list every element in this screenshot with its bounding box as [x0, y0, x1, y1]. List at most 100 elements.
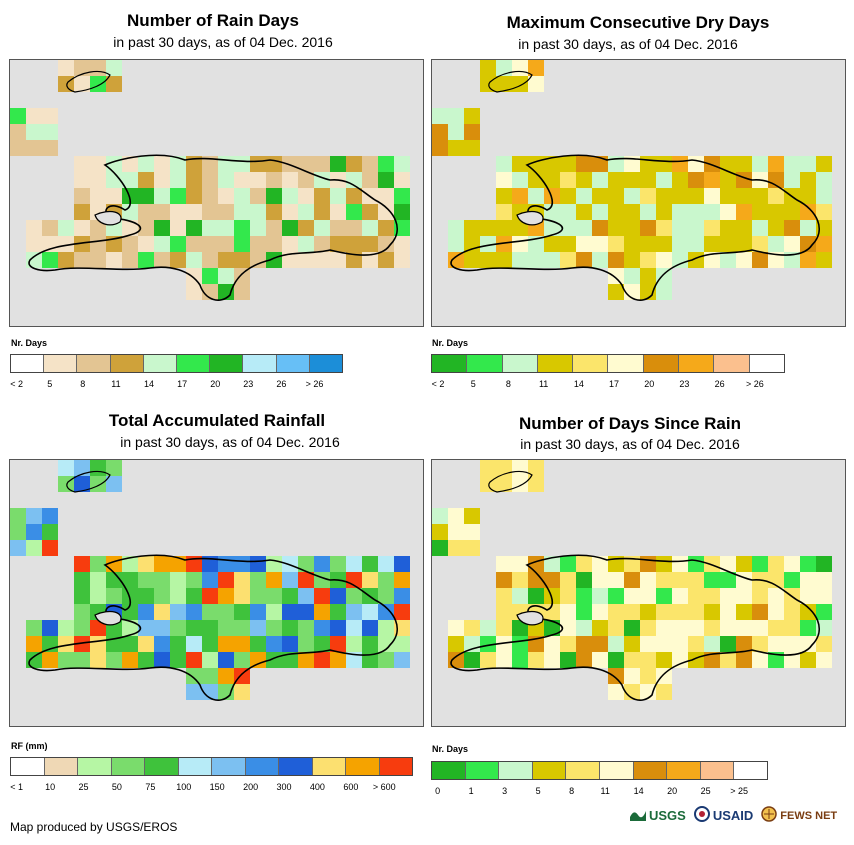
legend-swatch [499, 762, 533, 779]
grid-cell [624, 252, 640, 268]
panel1-title: Number of Rain Days [127, 11, 299, 30]
grid-cell [704, 652, 720, 668]
grid-cell [298, 188, 314, 204]
grid-cell [26, 252, 42, 268]
panel4-legend-bar [431, 761, 768, 780]
grid-cell [170, 220, 186, 236]
grid-cell [736, 588, 752, 604]
grid-cell [576, 572, 592, 588]
grid-cell [394, 556, 410, 572]
grid-cell [576, 172, 592, 188]
grid-cell [42, 220, 58, 236]
grid-cell [26, 620, 42, 636]
grid-cell [592, 188, 608, 204]
panel2-map [431, 59, 846, 327]
grid-cell [74, 76, 90, 92]
grid-cell [784, 252, 800, 268]
grid-cell [394, 652, 410, 668]
grid-cell [528, 188, 544, 204]
grid-cell [394, 588, 410, 604]
grid-cell [816, 188, 832, 204]
grid-cell [560, 572, 576, 588]
panel1-legend-title: Nr. Days [11, 338, 48, 348]
grid-cell [576, 204, 592, 220]
grid-cell [202, 156, 218, 172]
grid-cell [26, 524, 42, 540]
legend-tick-label: 14 [633, 786, 644, 796]
grid-cell [496, 556, 512, 572]
grid-cell [234, 220, 250, 236]
grid-cell [592, 556, 608, 572]
grid-cell [26, 108, 42, 124]
grid-cell [330, 188, 346, 204]
grid-cell [672, 252, 688, 268]
grid-cell [624, 636, 640, 652]
grid-cell [74, 572, 90, 588]
grid-cell [608, 252, 624, 268]
grid-cell [362, 620, 378, 636]
grid-cell [218, 268, 234, 284]
grid-cell [74, 652, 90, 668]
grid-cell [720, 220, 736, 236]
grid-cell [58, 620, 74, 636]
grid-cell [186, 684, 202, 700]
grid-cell [448, 124, 464, 140]
grid-cell [250, 172, 266, 188]
fewsnet-logo: FEWS NET [761, 806, 837, 825]
grid-cell [250, 652, 266, 668]
grid-cell [816, 204, 832, 220]
legend-tick-label: 8 [80, 379, 86, 389]
grid-cell [512, 76, 528, 92]
grid-cell [362, 172, 378, 188]
grid-cell [202, 652, 218, 668]
grid-cell [346, 556, 362, 572]
grid-cell [720, 236, 736, 252]
grid-cell [768, 620, 784, 636]
grid-cell [768, 252, 784, 268]
grid-cell [704, 220, 720, 236]
grid-cell [512, 172, 528, 188]
grid-cell [800, 220, 816, 236]
grid-cell [138, 604, 154, 620]
grid-cell [720, 188, 736, 204]
grid-cell [640, 604, 656, 620]
grid-cell [560, 236, 576, 252]
legend-swatch [178, 758, 212, 775]
legend-tick-label: 25 [78, 782, 89, 792]
grid-cell [752, 236, 768, 252]
grid-cell [464, 652, 480, 668]
grid-cell [736, 204, 752, 220]
grid-cell [512, 60, 528, 76]
grid-cell [234, 588, 250, 604]
panel2-legend-title: Nr. Days [432, 338, 469, 348]
legend-tick-label: 300 [276, 782, 292, 792]
grid-cell [394, 188, 410, 204]
grid-cell [218, 252, 234, 268]
grid-cell [496, 620, 512, 636]
legend-swatch [212, 758, 246, 775]
grid-cell [330, 604, 346, 620]
grid-cell [138, 252, 154, 268]
panel3-legend-bar [10, 757, 413, 776]
grid-cell [624, 172, 640, 188]
grid-cell [656, 204, 672, 220]
grid-cell [656, 236, 672, 252]
grid-cell [26, 140, 42, 156]
grid-cell [10, 524, 26, 540]
grid-cell [576, 236, 592, 252]
grid-cell [282, 636, 298, 652]
grid-cell [378, 236, 394, 252]
grid-cell [496, 460, 512, 476]
panel4-legend-ticks: 0 1 3 5 8 11 14 20 25 > 25 [431, 786, 766, 800]
grid-cell [736, 252, 752, 268]
grid-cell [560, 652, 576, 668]
grid-cell [202, 668, 218, 684]
grid-cell [736, 188, 752, 204]
grid-cell [298, 252, 314, 268]
grid-cell [624, 652, 640, 668]
grid-cell [394, 236, 410, 252]
grid-cell [42, 652, 58, 668]
grid-cell [608, 636, 624, 652]
legend-swatch [532, 762, 567, 779]
grid-cell [656, 636, 672, 652]
